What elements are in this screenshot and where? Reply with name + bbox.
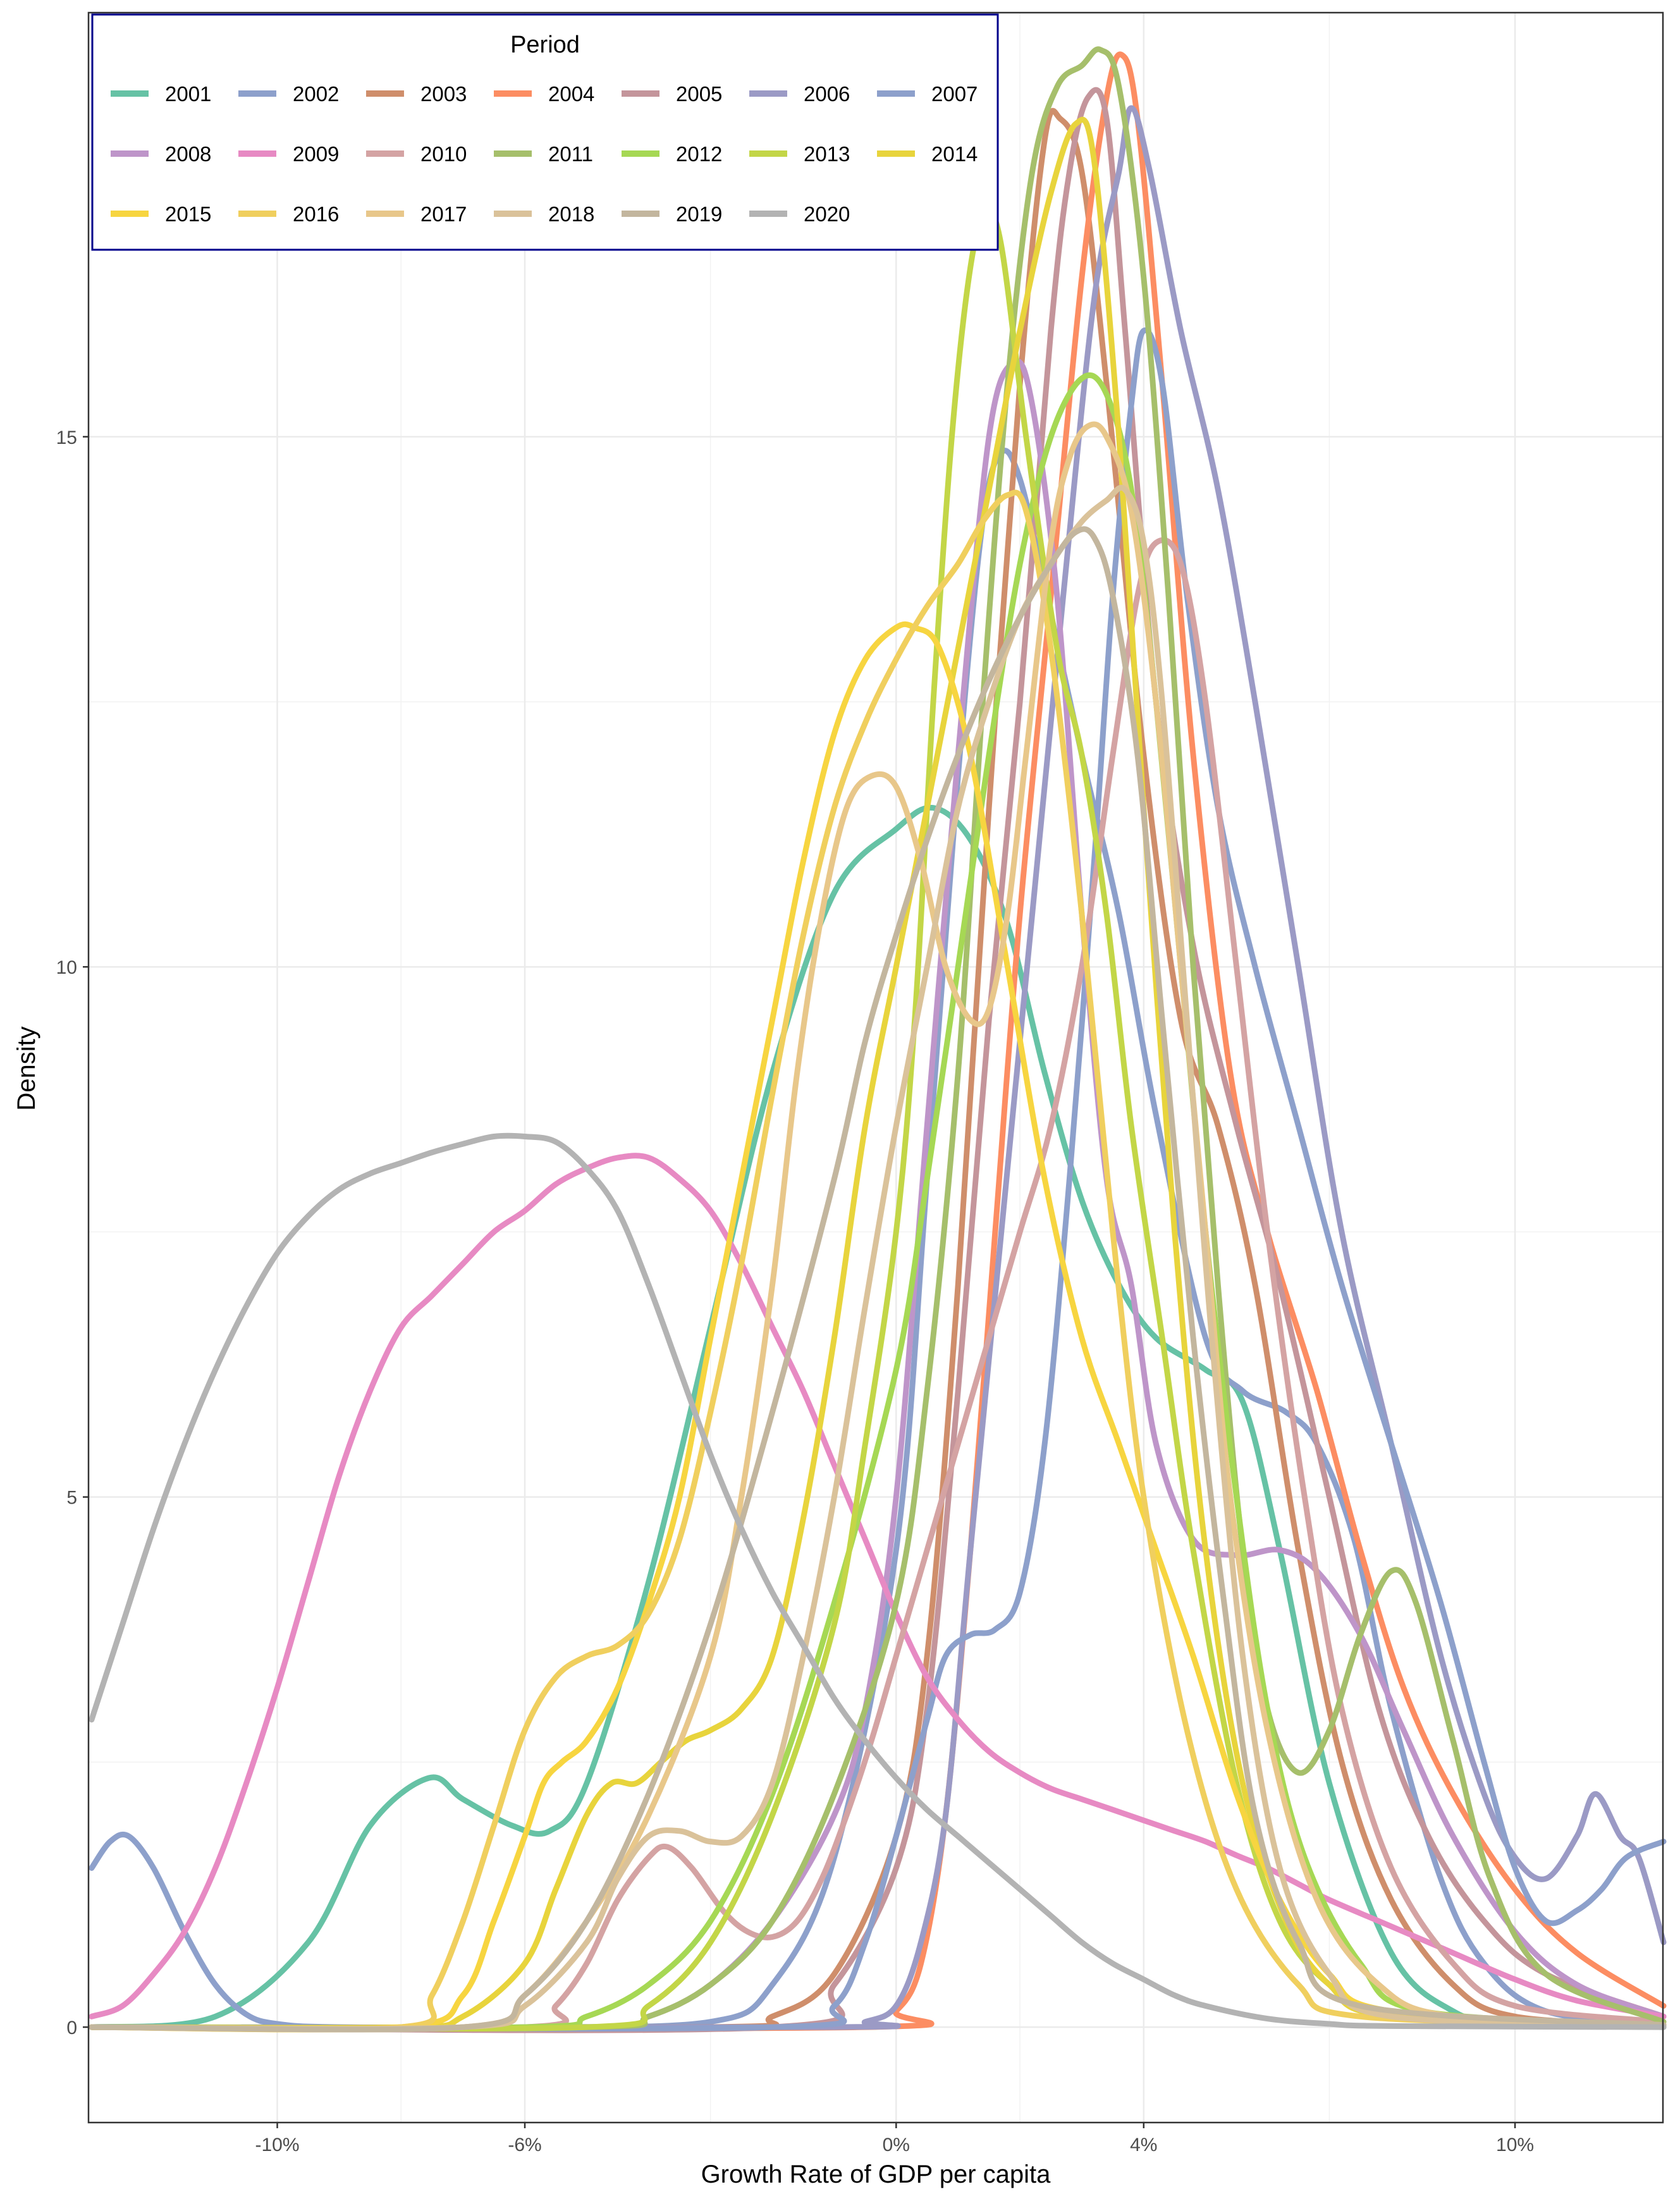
legend-label-2016: 2016 — [293, 202, 339, 226]
legend-label-2020: 2020 — [804, 202, 850, 226]
legend-label-2009: 2009 — [293, 142, 339, 166]
y-tick-label: 5 — [66, 1488, 77, 1509]
series-line-2010 — [89, 537, 1667, 2032]
legend-label-2004: 2004 — [548, 82, 594, 106]
x-tick-label: 4% — [1130, 2135, 1157, 2155]
legend-label-2007: 2007 — [931, 82, 978, 106]
series-line-2007 — [89, 327, 1667, 2032]
legend-title: Period — [510, 32, 580, 58]
x-tick-label: 10% — [1496, 2135, 1534, 2155]
x-tick-label: -6% — [508, 2135, 541, 2155]
legend-label-2001: 2001 — [165, 82, 211, 106]
y-axis-title: Density — [13, 1026, 40, 1110]
legend-label-2018: 2018 — [548, 202, 594, 226]
y-tick-label: 10 — [56, 957, 77, 978]
legend-label-2014: 2014 — [931, 142, 978, 166]
series-line-2005 — [89, 87, 1667, 2033]
series-line-2016 — [89, 489, 1667, 2033]
y-tick-label: 0 — [66, 2018, 77, 2038]
x-axis: -10% -6% 0% 4% 10% — [255, 2123, 1534, 2155]
series-lines — [89, 46, 1667, 2033]
series-line-2006 — [89, 105, 1667, 2031]
legend-label-2015: 2015 — [165, 202, 211, 226]
series-line-2011 — [89, 46, 1667, 2031]
legend-label-2003: 2003 — [420, 82, 467, 106]
y-axis: 0 5 10 15 — [56, 427, 89, 2038]
y-tick-label: 15 — [56, 427, 77, 448]
x-axis-title: Growth Rate of GDP per capita — [701, 2160, 1052, 2188]
legend-label-2002: 2002 — [293, 82, 339, 106]
panel-border — [87, 11, 1664, 2124]
legend-label-2008: 2008 — [165, 142, 211, 166]
legend-label-2011: 2011 — [548, 142, 593, 166]
series-line-2004 — [89, 51, 1667, 2031]
series-line-2020 — [89, 1132, 1667, 2030]
series-line-2014 — [89, 116, 1667, 2031]
series-line-2017 — [89, 421, 1667, 2033]
legend-label-2010: 2010 — [420, 142, 467, 166]
series-line-2019 — [89, 526, 1667, 2033]
legend-label-2017: 2017 — [420, 202, 467, 226]
legend-label-2013: 2013 — [804, 142, 850, 166]
series-line-2003 — [89, 107, 1667, 2031]
series-line-2012 — [89, 372, 1667, 2031]
x-tick-label: -10% — [255, 2135, 300, 2155]
legend-label-2019: 2019 — [676, 202, 722, 226]
series-line-2015 — [89, 621, 1667, 2033]
legend-label-2006: 2006 — [804, 82, 850, 106]
legend-label-2005: 2005 — [676, 82, 722, 106]
legend-label-2012: 2012 — [676, 142, 722, 166]
legend-items: 2001 2002 2003 2004 2005 2006 2007 2008 2009 2010… — [111, 82, 978, 226]
series-line-2018 — [89, 484, 1667, 2032]
x-tick-label: 0% — [883, 2135, 910, 2155]
